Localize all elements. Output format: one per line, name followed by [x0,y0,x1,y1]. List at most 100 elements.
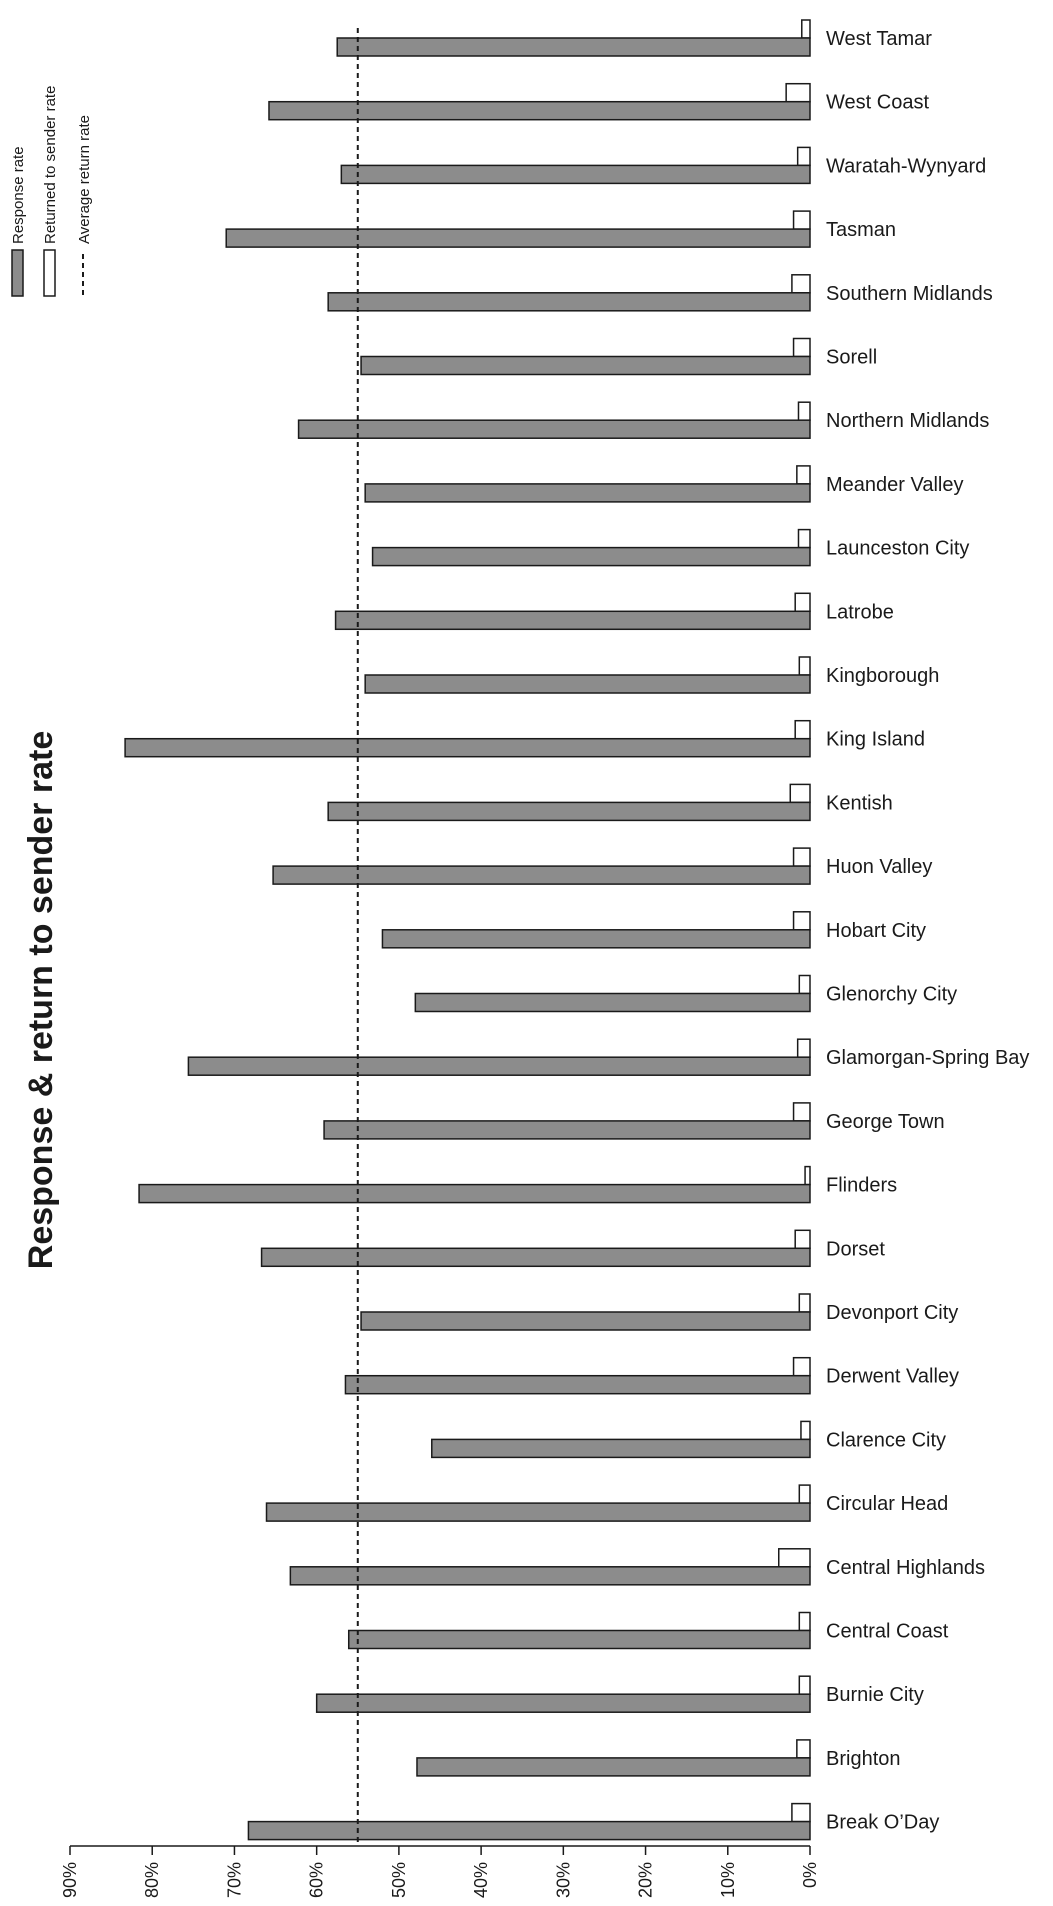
bar-returned-to-sender-northern-midlands [797,401,811,421]
bar-returned-to-sender-latrobe [794,592,811,613]
bar-response-rate-flinders [138,1183,811,1204]
bar-response-rate-west-coast [268,100,811,121]
bar-returned-to-sender-meander-valley [796,465,811,485]
category-label-tasman: Tasman [826,219,896,241]
x-tick-label: 70% [224,1862,244,1898]
category-label-king-island: King Island [826,729,925,751]
category-label-circular-head: Circular Head [826,1493,948,1515]
legend-label-returned-to-sender: Returned to sender rate [42,86,59,244]
legend-label-response-rate: Response rate [10,146,27,244]
bar-response-rate-circular-head [265,1502,811,1522]
x-tick-label: 30% [553,1862,573,1898]
bar-returned-to-sender-central-coast [798,1611,811,1632]
category-label-central-coast: Central Coast [826,1621,949,1643]
category-label-latrobe: Latrobe [826,601,894,623]
bar-response-rate-dorset [260,1247,811,1268]
bar-returned-to-sender-waratah-wynyard [796,146,811,167]
bar-response-rate-central-coast [347,1629,811,1650]
category-label-launceston-city: Launceston City [826,538,969,560]
bar-response-rate-george-town [323,1120,811,1140]
bar-returned-to-sender-central-highlands [778,1548,811,1568]
bar-returned-to-sender-launceston-city [797,528,811,549]
x-tick-label: 60% [307,1862,327,1898]
chart-title: Response & return to sender rate [22,731,60,1269]
bar-response-rate-huon-valley [272,865,811,885]
bar-returned-to-sender-break-o-day [791,1802,811,1823]
bar-response-rate-hobart-city [381,929,811,949]
category-label-southern-midlands: Southern Midlands [826,283,993,305]
bar-returned-to-sender-burnie-city [798,1675,811,1695]
bar-returned-to-sender-kingborough [798,656,811,676]
bar-response-rate-southern-midlands [327,292,811,312]
bar-response-rate-launceston-city [371,546,811,567]
bar-response-rate-west-tamar [336,37,811,57]
x-tick-label: 0% [800,1862,820,1888]
x-tick-label: 90% [60,1862,80,1898]
bar-returned-to-sender-dorset [794,1229,811,1250]
legend: Response rate Returned to sender rate Av… [10,86,93,297]
bar-returned-to-sender-hobart-city [792,911,811,931]
bar-response-rate-break-o-day [247,1820,811,1841]
bar-response-rate-meander-valley [364,483,811,503]
category-label-burnie-city: Burnie City [826,1684,924,1706]
bar-returned-to-sender-king-island [794,719,811,740]
category-label-northern-midlands: Northern Midlands [826,410,989,432]
bar-response-rate-glenorchy-city [414,992,811,1013]
bar-layer [124,19,811,1841]
x-tick-label: 50% [389,1862,409,1898]
x-axis-ticks: 0% 10% 20% 30% 40% 50% 60% 70% 80% 90% [60,1846,820,1898]
category-label-derwent-valley: Derwent Valley [826,1366,959,1388]
x-tick-label: 10% [718,1862,738,1898]
bar-response-rate-kingborough [364,674,811,694]
category-label-brighton: Brighton [826,1748,901,1770]
legend-swatch-returned-to-sender [43,249,56,297]
bar-returned-to-sender-glenorchy-city [798,974,811,995]
bar-returned-to-sender-clarence-city [800,1420,811,1441]
category-label-dorset: Dorset [826,1238,885,1260]
bar-returned-to-sender-kentish [789,783,811,804]
bar-response-rate-devonport-city [360,1311,811,1331]
category-label-clarence-city: Clarence City [826,1429,946,1451]
x-tick-label: 80% [142,1862,162,1898]
category-label-west-coast: West Coast [826,92,929,114]
bar-response-rate-northern-midlands [297,419,811,439]
bar-response-rate-kentish [327,801,811,822]
bar-response-rate-central-highlands [289,1566,811,1586]
bar-response-rate-brighton [416,1757,811,1777]
bar-response-rate-clarence-city [431,1438,811,1459]
bar-returned-to-sender-devonport-city [798,1293,811,1313]
category-label-george-town: George Town [826,1111,945,1133]
bar-response-rate-sorell [360,355,811,376]
x-tick-label: 20% [636,1862,656,1898]
category-label-west-tamar: West Tamar [826,28,932,50]
category-label-flinders: Flinders [826,1175,897,1197]
category-labels: West Tamar West Coast Waratah-Wynyard Tasma… [826,28,1029,1834]
bar-returned-to-sender-tasman [792,210,811,230]
category-label-break-o-day: Break O’Day [826,1812,939,1834]
category-label-glenorchy-city: Glenorchy City [826,984,957,1006]
bar-returned-to-sender-george-town [792,1102,811,1122]
bar-returned-to-sender-flinders [804,1165,811,1186]
bar-returned-to-sender-sorell [792,337,811,358]
category-label-huon-valley: Huon Valley [826,856,932,878]
category-label-central-highlands: Central Highlands [826,1557,985,1579]
category-label-waratah-wynyard: Waratah-Wynyard [826,155,986,177]
bar-response-rate-latrobe [334,610,811,631]
category-label-kentish: Kentish [826,792,893,814]
bar-returned-to-sender-glamorgan-spring-bay [796,1038,811,1058]
bar-returned-to-sender-west-coast [785,82,811,103]
category-label-hobart-city: Hobart City [826,920,926,942]
bar-response-rate-glamorgan-spring-bay [187,1056,811,1076]
category-label-sorell: Sorell [826,347,877,369]
category-label-kingborough: Kingborough [826,665,939,687]
category-label-devonport-city: Devonport City [826,1302,958,1324]
bar-response-rate-waratah-wynyard [340,164,811,185]
bar-response-rate-king-island [124,737,811,758]
bar-returned-to-sender-derwent-valley [792,1356,811,1377]
x-tick-label: 40% [471,1862,491,1898]
legend-label-average-return-rate: Average return rate [76,115,93,244]
bar-response-rate-tasman [225,228,811,248]
bar-returned-to-sender-west-tamar [801,19,811,39]
bar-response-rate-derwent-valley [344,1374,811,1395]
